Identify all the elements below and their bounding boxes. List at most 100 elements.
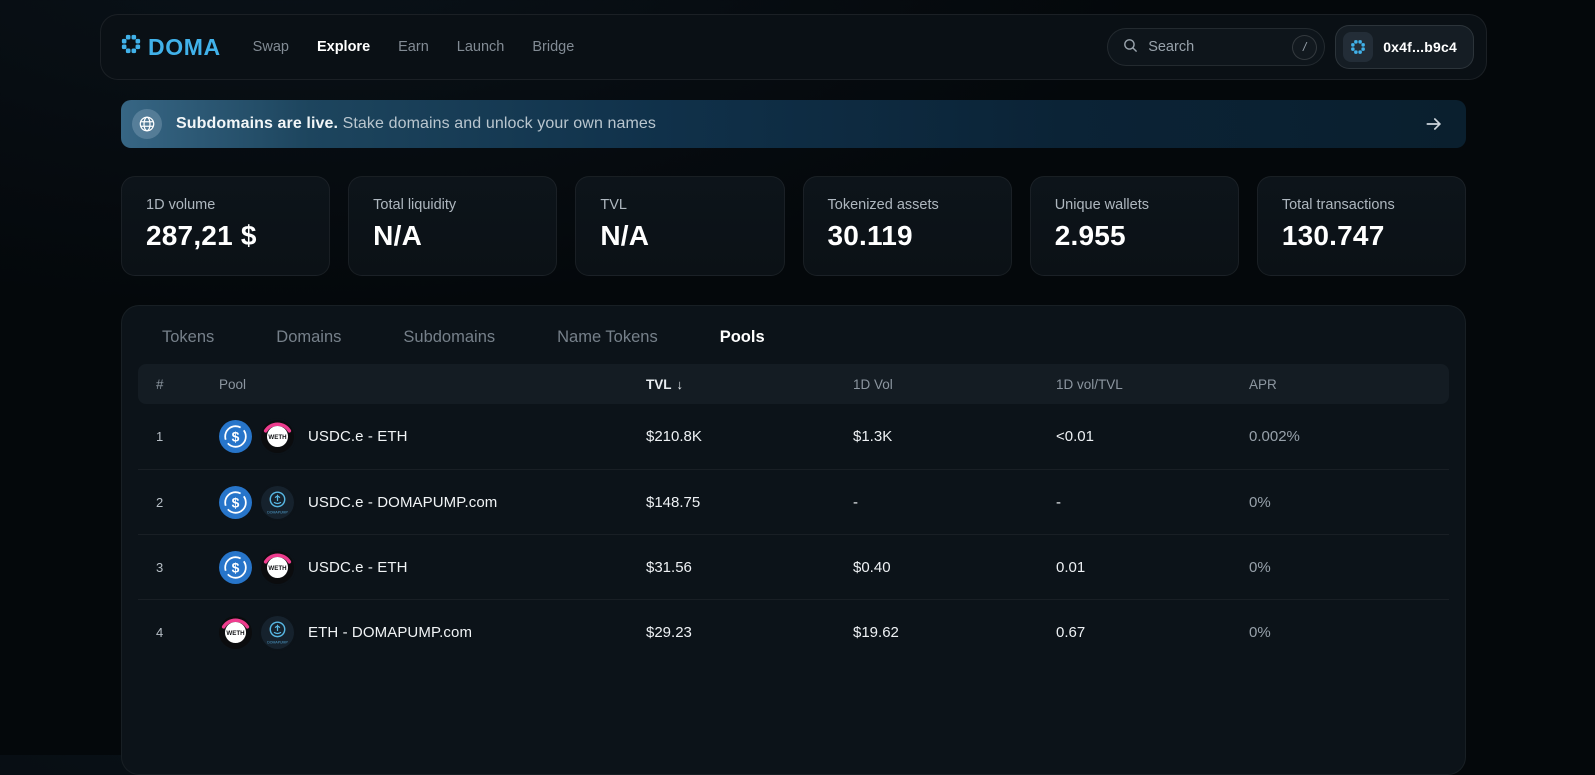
search-input[interactable]: Search /: [1107, 28, 1326, 66]
svg-text:$: $: [232, 559, 240, 575]
pool-pair-name: USDC.e - ETH: [308, 428, 408, 445]
stat-label: Unique wallets: [1054, 197, 1149, 213]
svg-text:$: $: [232, 429, 240, 445]
stat-label: Tokenized assets: [827, 197, 939, 213]
svg-text:$: $: [232, 494, 240, 510]
stat-label: 1D volume: [146, 197, 216, 213]
column-label: #: [156, 376, 164, 392]
column-header-pool: Pool: [219, 377, 646, 392]
stat-value: 287,21 $: [146, 220, 257, 251]
stat-card-unique-wallets: Unique wallets 2.955: [1029, 176, 1239, 276]
pool-apr: 0.002%: [1249, 428, 1300, 445]
pool-1d-vol: -: [853, 493, 858, 511]
domapump-token-icon: DOMAPUMP: [261, 485, 294, 519]
pool-pair-name: USDC.e - DOMAPUMP.com: [308, 493, 498, 511]
column-label: APR: [1249, 376, 1277, 392]
pool-rank: 1: [156, 429, 164, 444]
svg-text:DOMAPUMP: DOMAPUMP: [267, 640, 288, 644]
stat-value: 2.955: [1054, 220, 1126, 251]
nav-item-earn[interactable]: Earn: [398, 39, 429, 55]
pool-1d-vol: $0.40: [853, 558, 891, 576]
pool-vol-tvl: -: [1056, 493, 1061, 511]
stat-card-total-transactions: Total transactions 130.747: [1256, 176, 1467, 276]
pool-rank: 3: [156, 559, 164, 575]
stat-card-tokenized-assets: Tokenized assets 30.119: [802, 176, 1012, 276]
svg-text:WETH: WETH: [268, 564, 287, 571]
pools-table-body: 1 $ WETH USDC.e - ETH $210.8K $1.3K <0.01 0.002…: [138, 404, 1449, 664]
pool-rank: 4: [156, 624, 164, 640]
column-label: 1D vol/TVL: [1056, 376, 1123, 392]
pool-row[interactable]: 2 $ DOMAPUMP USDC.e - DOMAPUMP.com $148.75 - -…: [138, 469, 1449, 534]
svg-text:DOMAPUMP: DOMAPUMP: [267, 510, 288, 514]
pool-tvl: $148.75: [646, 493, 701, 511]
stat-value: 30.119: [827, 220, 913, 251]
tab-tokens[interactable]: Tokens: [162, 328, 215, 346]
globe-icon: [132, 109, 162, 139]
pool-vol-tvl: <0.01: [1056, 428, 1094, 445]
wallet-button[interactable]: 0x4f...b9c4: [1335, 25, 1474, 69]
pool-row[interactable]: 1 $ WETH USDC.e - ETH $210.8K $1.3K <0.01 0.002…: [138, 404, 1449, 469]
weth-token-icon: WETH: [261, 420, 294, 453]
search-placeholder: Search: [1148, 39, 1195, 55]
column-header--: #: [156, 377, 219, 392]
domapump-token-icon: DOMAPUMP: [261, 615, 294, 649]
banner-title: Subdomains are live.: [176, 115, 339, 132]
pool-pair-cell: $ WETH USDC.e - ETH: [219, 550, 646, 584]
pool-rank: 2: [156, 494, 164, 510]
column-header-tvl[interactable]: TVL ↓: [646, 377, 853, 392]
doma-dots-icon: [119, 32, 143, 62]
stat-card-1d-volume: 1D volume 287,21 $: [121, 176, 331, 276]
arrow-right-icon[interactable]: [1424, 114, 1444, 134]
stats-row: 1D volume 287,21 $ Total liquidity N/A TVL N/…: [121, 176, 1467, 276]
nav-item-bridge[interactable]: Bridge: [532, 39, 575, 55]
pool-1d-vol: $19.62: [853, 623, 899, 641]
pool-vol-tvl: 0.01: [1056, 558, 1086, 576]
pool-1d-vol: $1.3K: [853, 428, 893, 445]
svg-text:WETH: WETH: [268, 434, 287, 441]
pool-tvl: $31.56: [646, 558, 692, 576]
pool-row[interactable]: 4 WETH DOMAPUMP ETH - DOMAPUMP.com $29.23 $19…: [138, 599, 1449, 664]
tab-domains[interactable]: Domains: [276, 328, 342, 346]
column-header-apr[interactable]: APR: [1249, 377, 1449, 392]
explore-tabs: Tokens Domains Subdomains Name Tokens Pools: [122, 306, 1465, 347]
stat-value: 130.747: [1281, 220, 1385, 251]
column-label: Pool: [219, 376, 247, 392]
nav-item-explore[interactable]: Explore: [316, 39, 371, 55]
stat-value: N/A: [600, 220, 650, 251]
brand-name: DOMA: [148, 33, 221, 60]
stat-card-tvl: TVL N/A: [575, 176, 785, 276]
column-label: TVL: [646, 376, 672, 392]
pool-pair-cell: $ WETH USDC.e - ETH: [219, 420, 646, 453]
tab-subdomains[interactable]: Subdomains: [403, 328, 496, 346]
column-label: 1D Vol: [853, 376, 893, 392]
usdc-token-icon: $: [219, 550, 252, 584]
nav-item-launch[interactable]: Launch: [456, 39, 505, 55]
top-navbar: DOMA Swap Explore Earn Launch Bridge Search …: [100, 14, 1487, 80]
usdc-token-icon: $: [219, 485, 252, 519]
pool-row[interactable]: 3 $ WETH USDC.e - ETH $31.56 $0.40 0.01 0%: [138, 534, 1449, 599]
column-header-1d-vol[interactable]: 1D Vol: [853, 377, 1056, 392]
pools-table-header: # Pool TVL ↓ 1D Vol 1D vol/TVL APR: [138, 364, 1449, 404]
main-nav: Swap Explore Earn Launch Bridge: [253, 39, 575, 55]
tab-name-tokens[interactable]: Name Tokens: [557, 328, 658, 346]
pool-apr: 0%: [1249, 493, 1271, 511]
pool-pair-name: USDC.e - ETH: [308, 558, 408, 576]
pool-apr: 0%: [1249, 558, 1271, 576]
search-shortcut-badge: /: [1292, 34, 1318, 60]
pool-tvl: $29.23: [646, 623, 692, 641]
column-header-1d-vol-tvl[interactable]: 1D vol/TVL: [1056, 377, 1249, 392]
pool-pair-cell: WETH DOMAPUMP ETH - DOMAPUMP.com: [219, 615, 646, 649]
tab-pools[interactable]: Pools: [719, 328, 765, 346]
subdomains-banner[interactable]: Subdomains are live. Stake domains and u…: [121, 100, 1466, 148]
wallet-address: 0x4f...b9c4: [1383, 39, 1457, 55]
banner-text: Subdomains are live. Stake domains and u…: [176, 115, 656, 133]
weth-token-icon: WETH: [219, 615, 252, 649]
pool-tvl: $210.8K: [646, 428, 702, 445]
doma-logo[interactable]: DOMA: [119, 32, 221, 62]
explore-panel: Tokens Domains Subdomains Name Tokens Pools …: [121, 305, 1466, 775]
stat-label: Total transactions: [1281, 197, 1395, 213]
stat-value: N/A: [373, 220, 422, 251]
nav-item-swap[interactable]: Swap: [252, 39, 289, 55]
weth-token-icon: WETH: [261, 550, 294, 584]
banner-subtitle: Stake domains and unlock your own names: [342, 115, 657, 132]
